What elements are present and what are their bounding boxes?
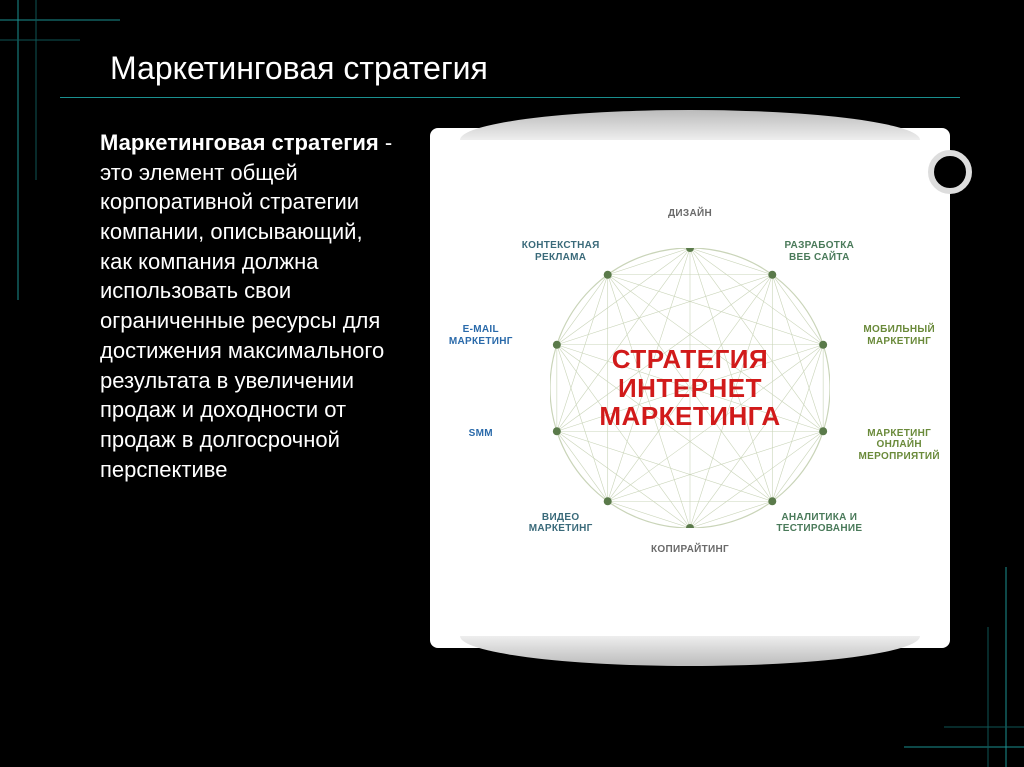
body-strong: Маркетинговая стратегия — [100, 130, 379, 155]
paper-hole — [928, 150, 972, 194]
diagram-node-label: АНАЛИТИКА ИТЕСТИРОВАНИЕ — [759, 512, 879, 535]
body-text: Маркетинговая стратегия - это элемент об… — [60, 128, 400, 648]
diagram-node-label: ВИДЕОМАРКЕТИНГ — [501, 512, 621, 535]
diagram-node-label: КОПИРАЙТИНГ — [630, 544, 750, 556]
diagram-center-text: СТРАТЕГИЯ ИНТЕРНЕТ МАРКЕТИНГА — [599, 345, 780, 431]
paper-scroll: СТРАТЕГИЯ ИНТЕРНЕТ МАРКЕТИНГА ДИЗАЙН РАЗР… — [430, 128, 950, 648]
diagram-node-label: E-MAILМАРКЕТИНГ — [421, 324, 541, 347]
title-underline — [60, 97, 960, 98]
diagram-node-label: КОНТЕКСТНАЯРЕКЛАМА — [501, 240, 621, 263]
center-line-2: МАРКЕТИНГА — [599, 402, 780, 431]
slide: Маркетинговая стратегия Маркетинговая ст… — [0, 0, 1024, 767]
center-line-0: СТРАТЕГИЯ — [599, 345, 780, 374]
strategy-diagram: СТРАТЕГИЯ ИНТЕРНЕТ МАРКЕТИНГА ДИЗАЙН РАЗР… — [450, 148, 930, 628]
diagram-node-label: ДИЗАЙН — [630, 208, 750, 220]
content-row: Маркетинговая стратегия - это элемент об… — [60, 128, 964, 648]
diagram-node-label: РАЗРАБОТКАВЕБ САЙТА — [759, 240, 879, 263]
center-line-1: ИНТЕРНЕТ — [599, 374, 780, 403]
diagram-node-label: МАРКЕТИНГОНЛАЙНМЕРОПРИЯТИЙ — [839, 428, 959, 463]
body-rest: - это элемент общей корпоративной страте… — [100, 130, 392, 482]
diagram-node-label: МОБИЛЬНЫЙМАРКЕТИНГ — [839, 324, 959, 347]
slide-title: Маркетинговая стратегия — [110, 50, 964, 87]
diagram-node-label: SMM — [421, 428, 541, 440]
